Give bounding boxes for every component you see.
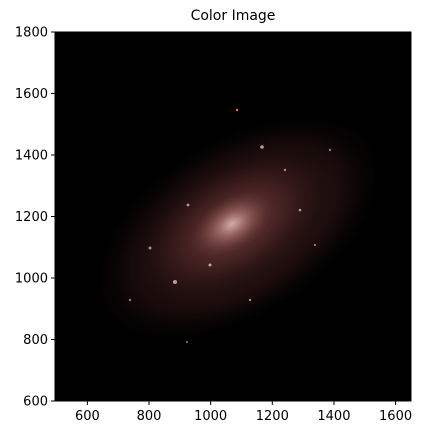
y-tick-label: 1200	[15, 210, 48, 225]
y-tick-label: 1000	[15, 272, 48, 287]
y-tick-label: 1600	[15, 87, 48, 102]
y-tick-label: 1400	[15, 149, 48, 164]
x-axis: 600 800 1000 1200 1400 1600	[75, 401, 412, 424]
y-tick-label: 600	[23, 395, 48, 410]
x-tick-label: 1200	[256, 409, 289, 424]
y-tick-label: 1800	[15, 26, 48, 41]
x-tick-label: 1600	[379, 409, 412, 424]
x-tick-label: 1400	[317, 409, 350, 424]
x-tick-label: 800	[137, 409, 162, 424]
plot-title: Color Image	[190, 8, 276, 24]
x-tick-label: 600	[75, 409, 100, 424]
galaxy-icon	[85, 107, 391, 349]
x-tick-label: 1000	[194, 409, 227, 424]
y-axis: 600 800 1000 1200 1400 1600 1800	[15, 26, 55, 410]
y-tick-label: 800	[23, 333, 48, 348]
